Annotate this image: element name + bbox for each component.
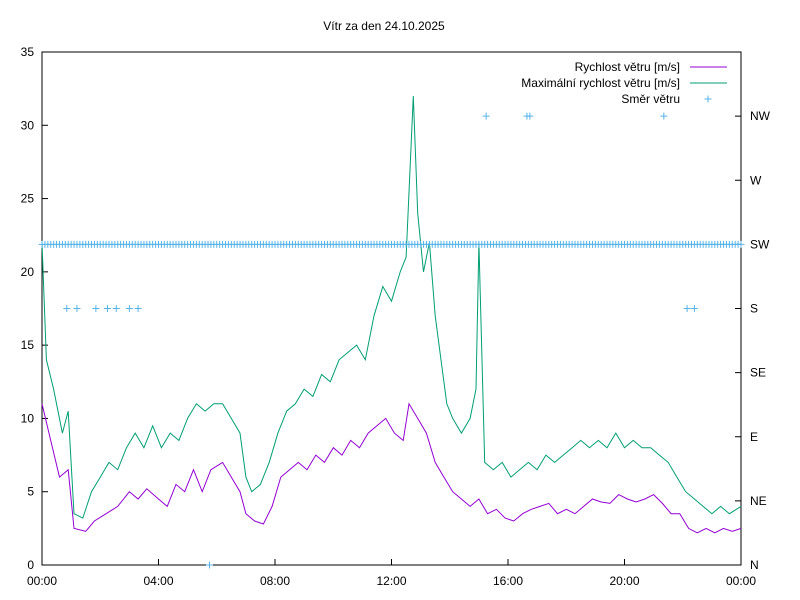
x-tick-label: 12:00 bbox=[376, 574, 406, 588]
y-left-tick-label: 15 bbox=[21, 338, 35, 352]
direction-point bbox=[660, 112, 668, 120]
y-right-tick-label: W bbox=[750, 173, 762, 187]
legend-label-direction: Směr větru bbox=[621, 92, 680, 106]
direction-point bbox=[112, 305, 120, 312]
y-right-tick-label: S bbox=[750, 302, 758, 316]
direction-point bbox=[63, 305, 71, 312]
x-axis: 00:00 04:00 08:00 12:00 16:00 20:00 00:00 bbox=[27, 559, 756, 588]
chart-title: Vítr za den 24.10.2025 bbox=[323, 19, 445, 33]
legend: Rychlost větru [m/s] Maximální rychlost … bbox=[521, 60, 727, 106]
y-right-tick-label: N bbox=[750, 558, 759, 572]
direction-point bbox=[690, 305, 698, 312]
direction-point bbox=[737, 240, 745, 248]
legend-label-speed: Rychlost větru [m/s] bbox=[575, 60, 680, 74]
x-tick-label: 00:00 bbox=[27, 574, 57, 588]
y-left-tick-label: 35 bbox=[21, 45, 35, 59]
legend-label-gust: Maximální rychlost větru [m/s] bbox=[521, 76, 680, 90]
direction-point bbox=[134, 305, 142, 312]
x-tick-label: 20:00 bbox=[609, 574, 639, 588]
series-layer bbox=[38, 95, 745, 569]
direction-point bbox=[482, 112, 490, 120]
y-right-tick-label: SE bbox=[750, 366, 766, 380]
legend-plus-marker bbox=[704, 95, 712, 103]
y-left-tick-label: 10 bbox=[21, 411, 35, 425]
y-left-tick-label: 0 bbox=[27, 558, 34, 572]
direction-point bbox=[526, 112, 534, 120]
y-left-tick-label: 25 bbox=[21, 192, 35, 206]
y-left-tick-label: 5 bbox=[27, 485, 34, 499]
y-left-tick-label: 20 bbox=[21, 265, 35, 279]
x-tick-label: 00:00 bbox=[726, 574, 756, 588]
direction-point bbox=[73, 305, 81, 312]
direction-point bbox=[125, 305, 133, 312]
x-tick-label: 08:00 bbox=[260, 574, 290, 588]
y-right-axis: N NE E SE S SW W NW bbox=[735, 109, 771, 572]
y-right-tick-label: NW bbox=[750, 109, 771, 123]
direction-point bbox=[104, 305, 112, 312]
series-line-speed bbox=[41, 402, 742, 534]
y-right-tick-label: SW bbox=[750, 237, 770, 251]
y-right-tick-label: E bbox=[750, 430, 758, 444]
plot-frame bbox=[41, 51, 742, 566]
legend-marker-direction bbox=[704, 95, 712, 103]
series-line-gust bbox=[41, 95, 742, 519]
direction-point bbox=[205, 561, 213, 569]
x-tick-label: 16:00 bbox=[493, 574, 523, 588]
direction-point bbox=[92, 305, 100, 312]
y-right-tick-label: NE bbox=[750, 494, 767, 508]
direction-point bbox=[683, 305, 691, 312]
y-left-tick-label: 30 bbox=[21, 118, 35, 132]
y-left-axis: 0 5 10 15 20 25 30 35 bbox=[21, 45, 48, 572]
x-tick-label: 04:00 bbox=[143, 574, 173, 588]
